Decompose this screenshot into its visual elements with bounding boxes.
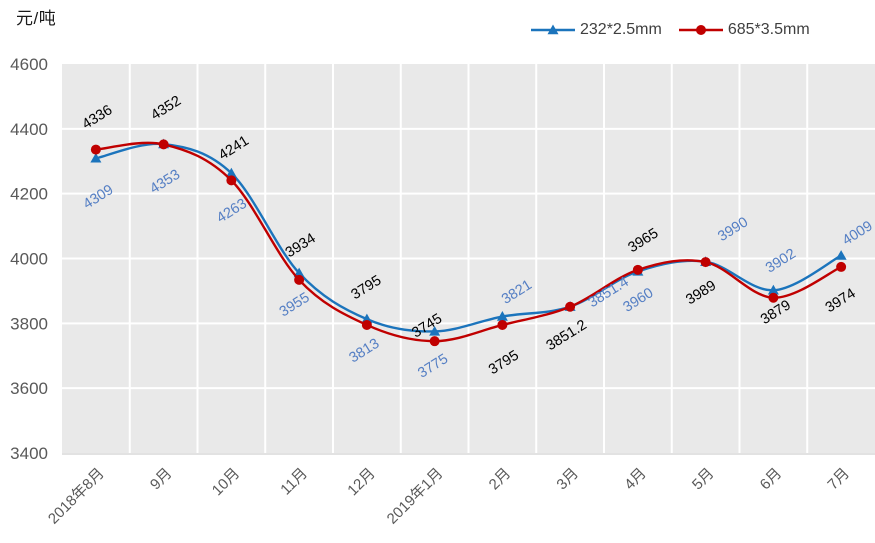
data-point-circle <box>497 319 508 330</box>
x-tick-label: 11月 <box>277 465 311 499</box>
data-point-circle <box>361 319 372 330</box>
x-tick-label: 9月 <box>147 465 176 494</box>
data-point-circle <box>836 261 847 272</box>
data-point-circle <box>768 292 779 303</box>
x-tick-label: 2019年1月 <box>384 465 447 528</box>
y-tick-label: 3800 <box>10 314 48 333</box>
legend-triangle-marker-icon <box>531 24 575 35</box>
data-point-triangle <box>293 267 305 278</box>
data-point-triangle <box>90 152 102 163</box>
data-point-triangle <box>496 311 508 321</box>
legend-circle-marker-icon <box>678 25 723 35</box>
y-tick-label: 4200 <box>10 185 48 204</box>
data-point-triangle <box>767 284 779 295</box>
gridlines <box>62 64 875 453</box>
chart-title: 元/吨 <box>16 9 57 28</box>
x-axis-labels: 2018年8月 9月 10月 11月 12月 2019年1月 2月 3月 4月 5月 6月 7月 <box>45 465 853 528</box>
x-tick-label: 2月 <box>486 465 515 494</box>
legend-item-red-series: 685*3.5mm <box>678 21 810 39</box>
y-tick-label: 3400 <box>10 444 48 463</box>
y-axis-labels: 4600 4400 4200 4000 3800 3600 3400 <box>10 55 48 463</box>
data-point-circle <box>700 257 711 268</box>
legend-item-blue-series: 232*2.5mm <box>531 21 662 39</box>
data-point-triangle <box>835 250 847 260</box>
data-point-circle <box>632 264 643 275</box>
y-tick-label: 4000 <box>10 250 48 269</box>
x-tick-label: 12月 <box>344 465 378 499</box>
x-tick-label: 3月 <box>553 465 582 494</box>
data-point-circle <box>90 144 101 155</box>
x-tick-label: 2018年8月 <box>45 465 108 528</box>
legend: 232*2.5mm 685*3.5mm <box>531 21 810 39</box>
legend-label: 232*2.5mm <box>580 21 662 38</box>
data-point-circle <box>226 175 237 186</box>
y-tick-label: 4400 <box>10 120 48 139</box>
x-tick-label: 6月 <box>757 465 786 494</box>
series-red <box>90 139 847 347</box>
y-tick-label: 4600 <box>10 55 48 74</box>
data-point-triangle <box>225 167 237 178</box>
data-point-circle <box>158 139 169 150</box>
data-point-circle <box>565 301 576 312</box>
x-tick-label: 4月 <box>621 465 650 494</box>
data-point-triangle <box>429 325 441 336</box>
y-tick-label: 3600 <box>10 379 48 398</box>
data-point-circle <box>294 274 305 285</box>
x-tick-label: 10月 <box>209 465 243 499</box>
x-tick-label: 5月 <box>689 465 718 494</box>
x-tick-label: 7月 <box>824 465 853 494</box>
legend-label: 685*3.5mm <box>727 21 810 38</box>
data-point-circle <box>429 336 440 347</box>
